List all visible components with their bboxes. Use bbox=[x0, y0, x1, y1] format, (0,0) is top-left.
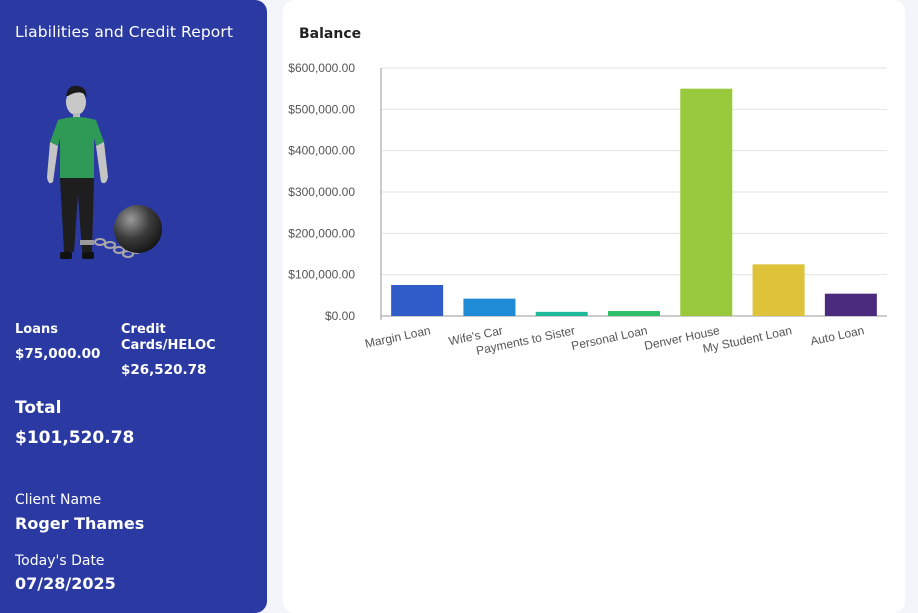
y-tick-label: $300,000.00 bbox=[288, 185, 355, 199]
debtor-illustration-icon bbox=[47, 85, 162, 259]
bar bbox=[535, 311, 588, 316]
bar bbox=[608, 311, 660, 316]
sidebar: Liabilities and Credit Report bbox=[0, 0, 267, 613]
y-tick-label: $400,000.00 bbox=[288, 144, 355, 158]
credit-value: $26,520.78 bbox=[121, 362, 207, 378]
total-value: $101,520.78 bbox=[15, 428, 135, 448]
date-value: 07/28/2025 bbox=[15, 574, 116, 593]
x-tick-label: Auto Loan bbox=[809, 323, 865, 348]
y-tick-label: $200,000.00 bbox=[288, 226, 355, 240]
loans-value: $75,000.00 bbox=[15, 346, 101, 362]
x-tick-label: Margin Loan bbox=[364, 323, 432, 351]
x-tick-label: Personal Loan bbox=[570, 323, 649, 353]
date-label: Today's Date bbox=[15, 553, 105, 569]
total-label: Total bbox=[15, 398, 62, 418]
bar bbox=[752, 264, 805, 316]
y-tick-label: $600,000.00 bbox=[288, 61, 355, 75]
bar bbox=[463, 298, 516, 316]
client-name-label: Client Name bbox=[15, 492, 102, 508]
chart-title: Balance bbox=[299, 26, 362, 42]
report-title: Liabilities and Credit Report bbox=[15, 23, 234, 41]
balance-chart: $0.00 $100,000.00 $200,000.00 $300,000.00 $4… bbox=[288, 61, 887, 358]
bar bbox=[824, 293, 877, 316]
credit-label-line2: Cards/HELOC bbox=[121, 338, 216, 353]
loans-label: Loans bbox=[15, 322, 58, 337]
credit-label-line1: Credit bbox=[121, 322, 166, 337]
y-tick-label: $0.00 bbox=[325, 309, 355, 323]
bar bbox=[680, 88, 733, 317]
credit-label: Credit Cards/HELOC bbox=[121, 322, 216, 354]
y-tick-label: $100,000.00 bbox=[288, 268, 355, 282]
balance-chart-card: Balance $0.00 $100,000.00 $200,000.00 $300,… bbox=[283, 0, 905, 613]
client-name-value: Roger Thames bbox=[15, 514, 145, 533]
y-tick-label: $500,000.00 bbox=[288, 102, 355, 116]
bar bbox=[391, 285, 444, 316]
